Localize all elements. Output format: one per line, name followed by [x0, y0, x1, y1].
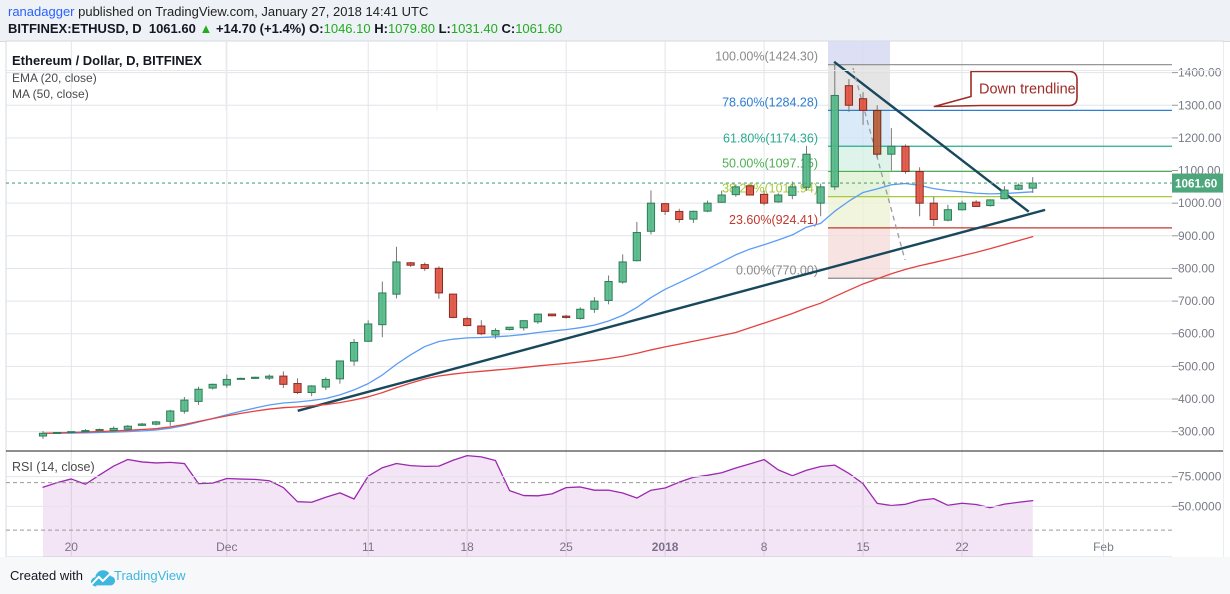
svg-text:400.00: 400.00 [1178, 392, 1215, 406]
svg-text:500.00: 500.00 [1178, 359, 1215, 373]
svg-text:800.00: 800.00 [1178, 261, 1215, 275]
svg-text:MA (50, close): MA (50, close) [12, 87, 89, 101]
svg-text:1200.00: 1200.00 [1178, 131, 1222, 145]
svg-text:50.0000: 50.0000 [1178, 499, 1222, 513]
svg-text:900.00: 900.00 [1178, 229, 1215, 243]
svg-text:300.00: 300.00 [1178, 425, 1215, 439]
svg-text:EMA (20, close): EMA (20, close) [12, 71, 97, 85]
svg-text:RSI (14, close): RSI (14, close) [12, 460, 95, 474]
svg-text:61.80%(1174.36): 61.80%(1174.36) [723, 131, 818, 145]
svg-text:23.60%(924.41): 23.60%(924.41) [729, 213, 818, 227]
svg-text:Feb: Feb [1093, 540, 1114, 554]
svg-text:100.00%(1424.30): 100.00%(1424.30) [715, 50, 818, 64]
svg-text:1061.60: 1061.60 [1175, 177, 1218, 190]
svg-text:Ethereum / Dollar, D, BITFINEX: Ethereum / Dollar, D, BITFINEX [12, 53, 202, 68]
svg-text:Down trendline: Down trendline [979, 82, 1076, 98]
svg-text:1000.00: 1000.00 [1178, 196, 1222, 210]
svg-text:600.00: 600.00 [1178, 327, 1215, 341]
svg-text:75.0000: 75.0000 [1178, 470, 1222, 484]
svg-text:78.60%(1284.28): 78.60%(1284.28) [722, 95, 818, 109]
svg-text:1400.00: 1400.00 [1178, 66, 1222, 80]
svg-text:1300.00: 1300.00 [1178, 98, 1222, 112]
svg-text:700.00: 700.00 [1178, 294, 1215, 308]
